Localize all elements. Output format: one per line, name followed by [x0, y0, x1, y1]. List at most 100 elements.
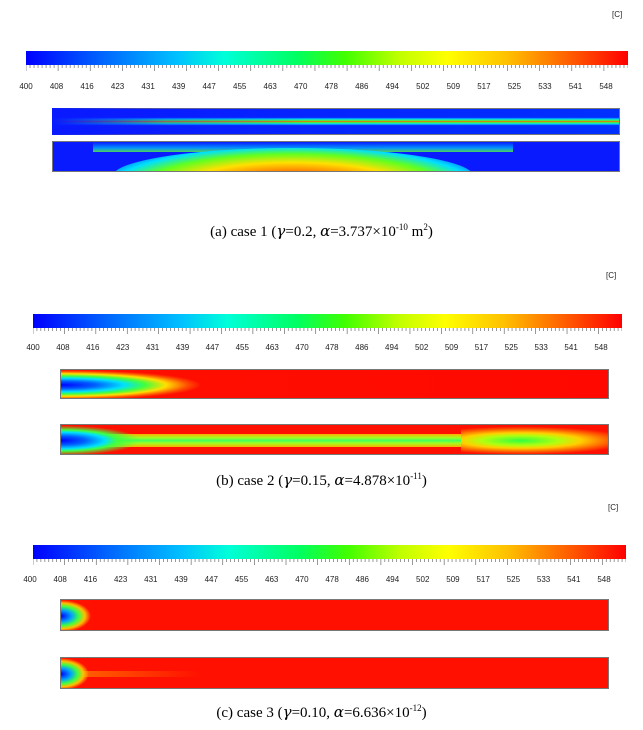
colorbar-tick-label: 502 [414, 343, 429, 352]
colorbar-labels-a: 400 408 416 423 431 439 447 455 463 470 478 486 494 5… [10, 82, 622, 94]
colorbar-tick-label: 470 [294, 82, 308, 91]
colorbar-tick-label: 533 [536, 575, 551, 584]
caption-b-gamma-value: =0.15, [292, 473, 335, 489]
colorbar-tick-label: 533 [538, 82, 552, 91]
field-stripe [91, 434, 561, 447]
colorbar-tick-label: 455 [232, 82, 247, 91]
caption-a: (a) case 1 (γ=0.2, α=3.737×10-10 m2) [0, 222, 643, 241]
field-cold-core [61, 658, 89, 688]
colorbar-unit-b: [C] [606, 271, 617, 280]
colorbar-tick-label: 416 [80, 82, 94, 91]
caption-a-unit: m [407, 224, 424, 240]
caption-b-gamma: γ [283, 471, 293, 489]
colorbar-tick-label: 478 [325, 343, 339, 352]
colorbar-tick-label: 517 [477, 82, 491, 91]
caption-a-gamma: γ [276, 222, 286, 240]
temperature-field-c-top [60, 599, 609, 631]
colorbar-tick-label: 517 [474, 343, 489, 352]
caption-c-gamma: γ [282, 703, 292, 721]
field-cold-core [61, 600, 91, 630]
colorbar-tick-label: 408 [49, 82, 64, 91]
colorbar-a [26, 51, 628, 65]
field-cold-core [61, 370, 201, 398]
field-tail [461, 425, 608, 454]
colorbar-tick-label: 509 [446, 82, 461, 91]
colorbar-tick-label: 408 [56, 343, 70, 352]
colorbar-tick-label: 416 [83, 575, 98, 584]
colorbar-tick-label: 431 [144, 575, 158, 584]
temperature-field-a-bottom [52, 141, 620, 172]
colorbar-labels-c: 400 408 416 423 431 439 447 455 463 470 478 486 494 5… [14, 575, 620, 587]
colorbar-tick-label: 494 [385, 575, 400, 584]
colorbar-tick-label: 470 [295, 575, 309, 584]
field-hot-zone [113, 148, 473, 171]
caption-c: (c) case 3 (γ=0.10, α=6.636×10-12) [0, 703, 643, 722]
colorbar-tick-label: 478 [324, 82, 338, 91]
colorbar-tick-label: 541 [567, 575, 581, 584]
caption-c-prefix: (c) case 3 ( [216, 705, 283, 721]
colorbar-tick-label: 431 [145, 343, 160, 352]
colorbar-tick-label: 400 [23, 575, 37, 584]
colorbar-tick-label: 439 [174, 575, 188, 584]
field-band [93, 142, 513, 152]
colorbar-unit-c: [C] [608, 503, 619, 512]
colorbar-tick-label: 478 [325, 575, 339, 584]
colorbar-tick-label: 439 [175, 343, 190, 352]
colorbar-tick-label: 548 [599, 82, 613, 91]
colorbar-tick-label: 541 [564, 343, 578, 352]
caption-c-alpha-value: =6.636×10 [343, 705, 410, 721]
caption-a-alpha-exp: -10 [395, 222, 408, 232]
colorbar-tick-label: 486 [355, 82, 369, 91]
colorbar-tick-label: 494 [385, 82, 399, 91]
caption-c-gamma-value: =0.10, [291, 705, 334, 721]
temperature-field-b-top [60, 369, 609, 399]
colorbar-tick-label: 548 [594, 343, 608, 352]
colorbar-tick-label: 455 [234, 575, 249, 584]
caption-b: (b) case 2 (γ=0.15, α=4.878×10-11) [0, 471, 643, 490]
caption-c-suffix: ) [421, 705, 427, 721]
colorbar-tick-label: 463 [264, 575, 279, 584]
colorbar-tick-label: 486 [355, 575, 369, 584]
colorbar-tick-label: 502 [416, 82, 430, 91]
caption-a-alpha: α [320, 222, 331, 240]
colorbar-tick-label: 400 [26, 343, 40, 352]
colorbar-tick-label: 533 [534, 343, 548, 352]
caption-c-alpha-exp: -12 [409, 703, 422, 713]
colorbar-tick-label: 439 [171, 82, 186, 91]
caption-c-alpha: α [333, 703, 344, 721]
temperature-field-a-top-shade [52, 108, 620, 135]
caption-a-unit-exp: 2 [423, 222, 428, 232]
colorbar-tick-label: 463 [263, 82, 277, 91]
caption-b-alpha-exp: -11 [410, 471, 422, 481]
colorbar-tick-label: 447 [205, 343, 220, 352]
caption-a-suffix: ) [427, 224, 433, 240]
colorbar-tick-label: 416 [86, 343, 100, 352]
colorbar-tick-label: 455 [235, 343, 249, 352]
colorbar-labels-b: 400 408 416 423 431 439 447 455 463 470 478 486 494 5… [17, 343, 617, 355]
field-streak [81, 671, 201, 677]
colorbar-tick-label: 494 [385, 343, 399, 352]
colorbar-tick-label: 423 [115, 343, 130, 352]
field-cold-core [61, 425, 141, 454]
colorbar-tick-label: 447 [204, 575, 218, 584]
colorbar-tick-label: 509 [446, 575, 460, 584]
colorbar-tick-label: 525 [504, 343, 518, 352]
colorbar-unit-a: [C] [612, 10, 623, 19]
temperature-field-b-bottom [60, 424, 609, 455]
colorbar-tick-label: 400 [19, 82, 33, 91]
colorbar-ticks-a [26, 65, 628, 71]
colorbar-tick-label: 470 [295, 343, 309, 352]
colorbar-tick-label: 408 [53, 575, 67, 584]
caption-b-alpha-value: =4.878×10 [344, 473, 411, 489]
colorbar-ticks-c [33, 559, 626, 565]
colorbar-tick-label: 423 [113, 575, 128, 584]
colorbar-tick-label: 486 [355, 343, 369, 352]
colorbar-tick-label: 548 [597, 575, 611, 584]
caption-b-suffix: ) [421, 473, 427, 489]
colorbar-tick-label: 431 [141, 82, 155, 91]
colorbar-tick-label: 541 [568, 82, 583, 91]
caption-b-alpha: α [334, 471, 345, 489]
caption-b-prefix: (b) case 2 ( [216, 473, 284, 489]
colorbar-tick-label: 447 [202, 82, 216, 91]
colorbar-tick-label: 423 [110, 82, 125, 91]
